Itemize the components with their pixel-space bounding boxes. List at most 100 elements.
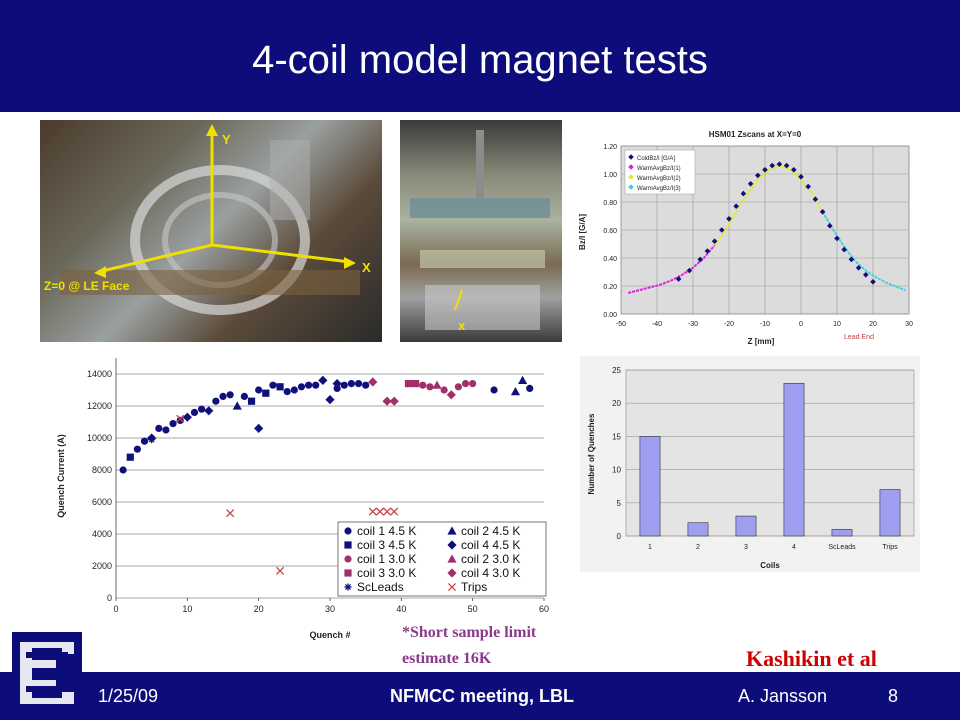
zscan-legend-entry: ColdBz/I [G/A] — [637, 156, 675, 162]
quench-x-tick-label: 60 — [539, 604, 549, 614]
quench-legend-marker — [344, 569, 352, 577]
bars-y-tick-label: 20 — [612, 399, 621, 408]
zscan-cold-point — [675, 276, 682, 282]
quench-point — [219, 392, 227, 400]
quench-point — [383, 507, 392, 516]
quench-point — [226, 391, 234, 399]
quench-point — [446, 390, 456, 400]
quench-legend-marker — [447, 568, 457, 578]
quench-point — [490, 386, 498, 394]
quench-point — [247, 397, 256, 405]
photo1-label-y: Y — [222, 132, 231, 147]
quench-point — [255, 386, 263, 394]
zscan-cold-point — [791, 167, 797, 173]
quench-x-tick-label: 0 — [113, 604, 118, 614]
quench-x-tick-label: 30 — [325, 604, 335, 614]
quench-y-tick-label: 0 — [107, 593, 112, 603]
quench-point — [312, 381, 320, 389]
zscan-cold-point — [812, 196, 819, 202]
quench-legend-entry: Trips — [461, 580, 487, 594]
quench-legend-entry: coil 4 4.5 K — [461, 538, 520, 552]
quench-legend — [337, 521, 547, 597]
quench-point — [269, 381, 277, 389]
quench-point — [140, 437, 149, 445]
quench-legend-entry: coil 2 4.5 K — [461, 524, 520, 538]
quench-point — [432, 380, 442, 389]
zscan-y-tick-label: 0.20 — [603, 284, 617, 291]
quench-y-tick-label: 2000 — [92, 561, 112, 571]
quench-legend-entry: ScLeads — [357, 580, 404, 594]
footer-author: A. Jansson — [738, 686, 828, 706]
bars-y-tick-label: 25 — [612, 366, 621, 375]
zscan-chart-panel: HSM01 Zscans at X=Y=0 Bz/I [G/A] Z [mm] … — [575, 122, 920, 347]
quench-point — [204, 406, 214, 416]
quench-point — [510, 387, 521, 396]
footer-meeting: NFMCC meeting, LBL — [390, 686, 574, 706]
bars-bar — [783, 382, 805, 537]
quench-legend-marker — [447, 582, 457, 592]
zscan-x-tick-label: -10 — [760, 321, 770, 328]
footer-date: 1/25/09 — [98, 686, 159, 706]
quench-legend-marker — [344, 541, 352, 549]
quench-y-tick-label: 10000 — [87, 433, 112, 443]
quench-point — [461, 380, 470, 388]
quench-point — [518, 375, 528, 384]
quench-point — [176, 416, 184, 424]
quench-x-tick-label: 40 — [396, 604, 406, 614]
fermilab-logo-icon — [12, 632, 82, 712]
magnet-photo-test-stand: Y X Z=0 @ LE Face — [40, 120, 382, 342]
quench-legend-entry: coil 2 3.0 K — [461, 552, 520, 566]
quench-point — [404, 380, 413, 388]
bars-x-tick-label: Trips — [882, 544, 898, 551]
quench-point — [368, 377, 378, 387]
quench-point — [190, 408, 199, 416]
zscan-cold-point — [769, 162, 775, 169]
fermilab-logo — [12, 632, 82, 712]
quench-point — [169, 420, 177, 428]
photo1-label-z: Z=0 @ LE Face — [44, 279, 130, 293]
quench-point — [375, 507, 384, 516]
quench-point — [426, 383, 434, 391]
quench-point — [276, 383, 284, 391]
quench-point — [133, 445, 141, 453]
bars-y-tick-label: 0 — [617, 532, 622, 541]
quench-x-tick-label: 10 — [182, 604, 192, 614]
zscan-x-tick-label: -40 — [652, 321, 662, 328]
zscan-y-tick-label: 0.80 — [603, 200, 617, 207]
bars-plot-area — [625, 369, 915, 537]
short-sample-note: *Short sample limit — [402, 624, 537, 641]
quench-point — [254, 423, 264, 433]
bars-x-tick-label: 3 — [744, 544, 748, 551]
quench-point — [362, 381, 370, 389]
zscan-series-line — [821, 211, 906, 292]
quench-legend-marker — [447, 554, 457, 563]
quench-y-tick-label: 14000 — [87, 369, 112, 379]
quench-point — [389, 396, 399, 406]
quench-point — [240, 392, 248, 400]
photo2-label-x: x — [458, 318, 466, 333]
quench-chart-panel: Quench Current (A) Quench # 0 2000 4000 600… — [52, 354, 557, 644]
bars-bar — [687, 522, 709, 537]
quench-point — [155, 424, 163, 432]
bars-x-tick-label: 4 — [792, 544, 796, 551]
bars-y-tick-label: 10 — [612, 466, 621, 475]
quench-y-axis-label: Quench Current (A) — [56, 434, 66, 518]
quench-point — [440, 386, 448, 394]
zscan-x-tick-label: 0 — [799, 321, 803, 328]
zscan-y-tick-label: 0.40 — [603, 256, 617, 263]
credit-text: Kashikin et al — [746, 646, 877, 671]
zscan-cold-point — [697, 256, 703, 263]
bars-bar — [879, 489, 901, 537]
photo1-overlay: Y X Z=0 @ LE Face — [44, 124, 371, 315]
quench-current-chart: Quench Current (A) Quench # 020004000600… — [56, 358, 549, 640]
quench-point — [526, 384, 534, 392]
zscan-legend-entry: WarmAvgBz/I(3) — [637, 186, 681, 192]
quench-y-tick-label: 6000 — [92, 497, 112, 507]
quench-point — [368, 507, 377, 516]
photo2-overlay: x — [410, 130, 550, 333]
zscan-y-tick-label: 0.60 — [603, 228, 617, 235]
zscan-cold-point — [740, 190, 747, 197]
quench-point — [276, 566, 285, 575]
zscan-y-tick-label: 1.20 — [603, 144, 617, 151]
zscan-chart-title: HSM01 Zscans at X=Y=0 — [709, 130, 802, 139]
